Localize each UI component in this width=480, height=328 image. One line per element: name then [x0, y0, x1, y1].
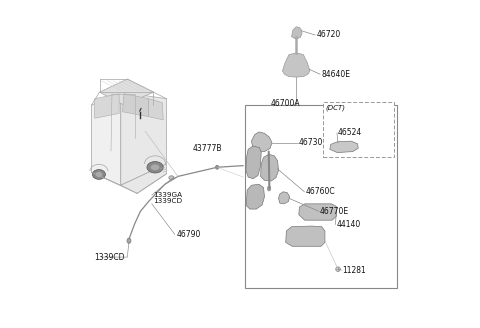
Polygon shape [122, 94, 148, 117]
Polygon shape [99, 79, 154, 105]
Text: 44140: 44140 [336, 220, 360, 229]
Text: 46790: 46790 [176, 230, 201, 239]
Text: (DCT): (DCT) [326, 105, 346, 111]
Ellipse shape [267, 186, 271, 191]
Text: 43777B: 43777B [192, 144, 222, 153]
Polygon shape [121, 164, 167, 194]
FancyBboxPatch shape [324, 102, 394, 157]
Text: 1339CD: 1339CD [154, 197, 182, 204]
Polygon shape [292, 27, 302, 39]
Text: 84640E: 84640E [322, 70, 351, 79]
Text: 46524: 46524 [338, 129, 362, 137]
Polygon shape [299, 204, 336, 220]
Polygon shape [282, 53, 310, 77]
Ellipse shape [127, 238, 131, 243]
Text: 46770E: 46770E [320, 207, 349, 216]
Polygon shape [95, 94, 119, 118]
Polygon shape [286, 226, 325, 246]
Polygon shape [91, 92, 121, 185]
Text: 46730: 46730 [299, 138, 323, 147]
Text: 11281: 11281 [342, 266, 366, 275]
Polygon shape [247, 184, 264, 209]
Text: 1339CD: 1339CD [95, 253, 125, 262]
Polygon shape [278, 192, 289, 204]
Polygon shape [91, 151, 167, 185]
Polygon shape [121, 92, 167, 185]
Ellipse shape [336, 267, 340, 272]
Ellipse shape [92, 170, 106, 179]
Ellipse shape [169, 176, 174, 180]
Polygon shape [252, 132, 272, 152]
Polygon shape [261, 154, 278, 181]
Ellipse shape [96, 172, 103, 177]
Text: 1339GA: 1339GA [154, 192, 182, 198]
Text: 46720: 46720 [317, 31, 341, 39]
Ellipse shape [147, 162, 163, 173]
Polygon shape [246, 146, 261, 179]
Ellipse shape [151, 164, 160, 171]
Text: 46760C: 46760C [305, 187, 335, 196]
Polygon shape [330, 141, 358, 153]
Ellipse shape [216, 165, 219, 169]
Polygon shape [148, 99, 163, 120]
Text: 46700A: 46700A [271, 99, 300, 108]
